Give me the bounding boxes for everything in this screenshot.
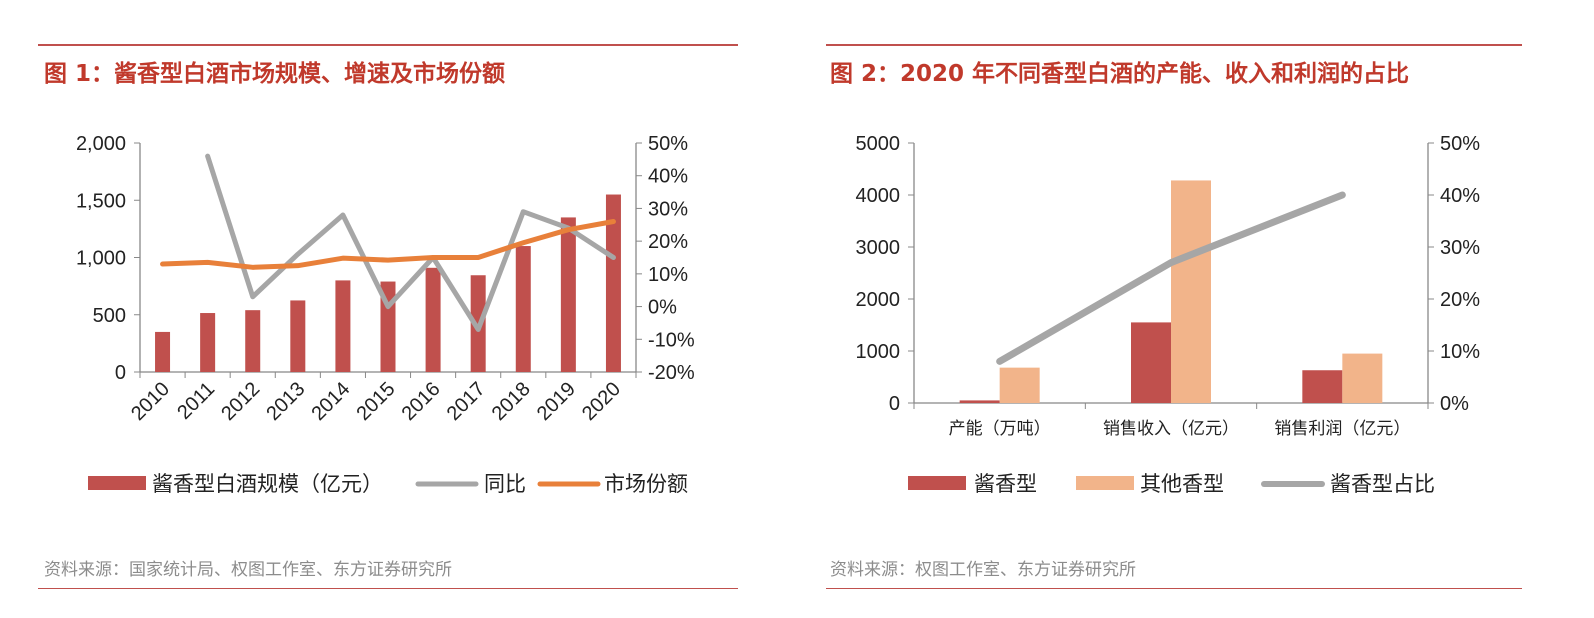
bar-other-1 (1171, 180, 1211, 403)
figure-1-chart: 2,000 1,500 1,000 500 0 50% 40% 30% 20% 10% 0% -10%… (76, 133, 695, 496)
x-tick-label: 2010 (127, 378, 174, 425)
x-category-label: 产能（万吨） (949, 419, 1051, 439)
left-tick-label: 1,000 (76, 248, 126, 270)
legend-swatch-bar (88, 476, 146, 490)
right-tick-label: 50% (648, 133, 688, 155)
right-tick-label: 40% (648, 166, 688, 188)
figure-2-source: 资料来源：权图工作室、东方证券研究所 (830, 560, 1136, 580)
bar-other-2 (1342, 353, 1383, 403)
right-tick-label: 0% (648, 297, 677, 319)
figure-2-bottom-rule (826, 588, 1522, 589)
x-category-label: 销售利润（亿元） (1274, 419, 1410, 439)
right-tick-label: -20% (648, 362, 695, 384)
bar-2013 (290, 300, 306, 372)
left-tick-label: 5000 (856, 133, 901, 155)
left-tick-label: 4000 (856, 185, 901, 207)
bar-jiang-1 (1131, 322, 1171, 403)
x-tick-label: 2019 (533, 378, 580, 425)
x-tick-label: 2011 (173, 378, 219, 424)
figure-2-chart: 5000 4000 3000 2000 1000 0 50% 40% 30% 20% 10% 0% 产能… (856, 133, 1481, 496)
figure-1-panel: 图 1：酱香型白酒市场规模、增速及市场份额 2,000 1,500 1,000 500… (0, 0, 760, 618)
right-tick-label: 50% (1440, 133, 1480, 155)
x-tick-label: 2020 (578, 378, 625, 425)
legend-label-share: 市场份额 (604, 472, 688, 496)
legend-swatch-other (1076, 476, 1134, 490)
ratio-line (996, 191, 1346, 365)
x-tick-label: 2017 (443, 378, 490, 425)
x-category-label: 销售收入（亿元） (1103, 419, 1239, 439)
right-tick-label: 10% (648, 264, 688, 286)
figure-1-source: 资料来源：国家统计局、权图工作室、东方证券研究所 (44, 560, 452, 580)
figure-1-top-rule (38, 44, 738, 46)
bar-2018 (515, 246, 531, 372)
left-tick-label: 2000 (856, 289, 901, 311)
bar-2011 (200, 313, 216, 372)
figure-2-top-rule (826, 44, 1522, 46)
legend-label-yoy: 同比 (484, 472, 526, 496)
legend-label-ratio: 酱香型占比 (1330, 472, 1435, 496)
bar-jiang-0 (959, 400, 1000, 403)
left-tick-label: 0 (889, 393, 900, 415)
legend-label-bar: 酱香型白酒规模（亿元） (152, 472, 383, 496)
legend-label-other: 其他香型 (1140, 472, 1224, 496)
right-tick-label: 30% (1440, 237, 1480, 259)
x-tick-label: 2016 (398, 378, 445, 425)
right-tick-label: 0% (1440, 393, 1469, 415)
figure-1-title: 图 1：酱香型白酒市场规模、增速及市场份额 (44, 61, 506, 87)
left-tick-label: 0 (115, 362, 126, 384)
right-tick-label: 40% (1440, 185, 1480, 207)
x-tick-label: 2015 (353, 378, 400, 425)
right-tick-label: 20% (1440, 289, 1480, 311)
right-tick-label: 10% (1440, 341, 1480, 363)
market-share-line (160, 219, 616, 270)
x-tick-label: 2012 (217, 378, 264, 425)
bar-jiang-2 (1302, 370, 1343, 403)
bar-2016 (425, 267, 441, 372)
legend-swatch-jiang (908, 476, 966, 490)
right-tick-label: 20% (648, 231, 688, 253)
x-tick-label: 2014 (307, 378, 354, 425)
left-tick-label: 2,000 (76, 133, 126, 155)
bar-2019 (560, 217, 576, 372)
legend-label-jiang: 酱香型 (974, 472, 1037, 496)
left-tick-label: 1000 (856, 341, 901, 363)
figure-2-panel: 图 2：2020 年不同香型白酒的产能、收入和利润的占比 5000 4000 300… (826, 0, 1594, 618)
bar-2012 (245, 310, 261, 372)
left-tick-label: 1,500 (76, 190, 126, 212)
bar-other-0 (999, 367, 1040, 403)
bar-2014 (335, 280, 351, 372)
x-tick-label: 2013 (262, 378, 309, 425)
left-tick-label: 3000 (856, 237, 901, 259)
left-tick-label: 500 (93, 305, 126, 327)
bar-2020 (605, 194, 621, 372)
x-tick-label: 2018 (488, 378, 535, 425)
bar-2010 (155, 331, 171, 372)
figure-2-title: 图 2：2020 年不同香型白酒的产能、收入和利润的占比 (830, 61, 1410, 87)
yoy-line (205, 153, 616, 332)
right-tick-label: -10% (648, 329, 695, 351)
right-tick-label: 30% (648, 198, 688, 220)
figure-1-bottom-rule (38, 588, 738, 589)
